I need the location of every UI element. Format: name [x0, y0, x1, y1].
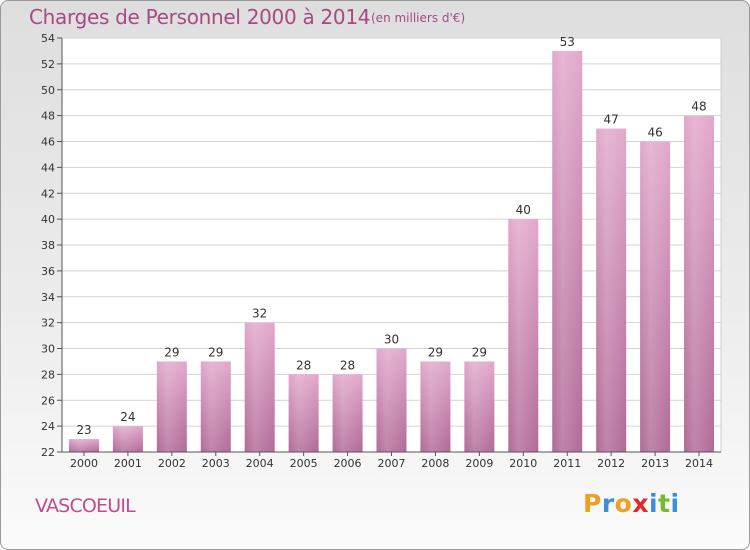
y-tick-label: 46 [41, 136, 55, 149]
x-tick-label: 2002 [158, 457, 186, 470]
y-tick-label: 48 [41, 110, 55, 123]
bar-group [640, 141, 671, 452]
y-tick-label: 36 [41, 265, 55, 278]
bar-group [244, 322, 275, 452]
axes: 22 24 26 28 30 32 34 36 38 40 42 44 46 48 50 52 54 2000 20… [41, 32, 721, 470]
bar-highlight [464, 361, 495, 452]
bar-highlight [244, 322, 275, 452]
data-label: 29 [208, 345, 223, 359]
bar-highlight [376, 348, 407, 452]
y-tick-label: 44 [41, 161, 55, 174]
y-tick-label: 34 [41, 291, 55, 304]
bar-highlight [596, 128, 627, 452]
data-label: 30 [384, 333, 399, 347]
brand-letter: r [601, 489, 615, 518]
data-label: 29 [428, 345, 443, 359]
x-tick-label: 2010 [509, 457, 537, 470]
data-label: 48 [691, 100, 706, 114]
x-tick-label: 2004 [246, 457, 274, 470]
bar-highlight [288, 374, 319, 452]
bar-highlight [508, 219, 539, 452]
y-tick-label: 32 [41, 317, 55, 330]
data-label: 32 [252, 307, 267, 321]
proxiti-logo: Proxiti [583, 489, 680, 518]
data-label: 47 [604, 113, 619, 127]
y-tick-label: 40 [41, 213, 55, 226]
bar-group [464, 361, 495, 452]
commune-name: VASCOEUIL [35, 495, 136, 517]
bar-group [288, 374, 319, 452]
x-tick-label: 2012 [597, 457, 625, 470]
chart-subtitle: (en milliers d'€) [371, 11, 466, 25]
x-tick-label: 2005 [290, 457, 318, 470]
y-tick-label: 52 [41, 58, 55, 71]
brand-letter: t [658, 489, 671, 518]
y-tick-label: 26 [41, 394, 55, 407]
y-tick-label: 38 [41, 239, 55, 252]
bar-highlight [420, 361, 451, 452]
brand-letter: i [649, 489, 659, 518]
bar-group [684, 115, 715, 452]
bar-group [332, 374, 363, 452]
data-label: 46 [647, 126, 662, 140]
y-tick-label: 24 [41, 420, 55, 433]
chart-title: Charges de Personnel 2000 à 2014 [29, 5, 371, 29]
data-label: 29 [164, 345, 179, 359]
bar-highlight [684, 115, 715, 452]
x-tick-label: 2014 [685, 457, 713, 470]
y-tick-label: 28 [41, 368, 55, 381]
y-tick-label: 42 [41, 187, 55, 200]
bar-group [68, 439, 99, 452]
x-tick-label: 2007 [378, 457, 406, 470]
bar-highlight [332, 374, 363, 452]
data-label: 28 [340, 358, 355, 372]
brand-letter: P [583, 489, 602, 518]
x-tick-label: 2000 [70, 457, 98, 470]
bar-group [200, 361, 231, 452]
brand-letter: x [632, 489, 649, 518]
data-label: 23 [76, 423, 91, 437]
brand-letter: o [614, 489, 633, 518]
bar-group [420, 361, 451, 452]
bar-group [156, 361, 187, 452]
bar-highlight [112, 426, 143, 452]
data-label: 24 [120, 410, 135, 424]
y-tick-label: 30 [41, 343, 55, 356]
x-tick-label: 2006 [334, 457, 362, 470]
x-tick-label: 2011 [553, 457, 581, 470]
data-label: 28 [296, 358, 311, 372]
x-tick-label: 2001 [114, 457, 142, 470]
brand-letter: i [670, 489, 680, 518]
y-tick-label: 50 [41, 84, 55, 97]
x-tick-label: 2009 [465, 457, 493, 470]
x-tick-label: 2008 [421, 457, 449, 470]
bar-group [596, 128, 627, 452]
data-label: 29 [472, 345, 487, 359]
bar-highlight [68, 439, 99, 452]
bar-highlight [552, 50, 583, 452]
bar-group [508, 219, 539, 452]
data-label: 53 [560, 35, 575, 49]
bar-highlight [156, 361, 187, 452]
data-label: 40 [516, 203, 531, 217]
bar-group [376, 348, 407, 452]
y-tick-label: 54 [41, 32, 55, 45]
y-tick-label: 22 [41, 446, 55, 459]
x-tick-label: 2013 [641, 457, 669, 470]
bar-group [552, 50, 583, 452]
bars: 23 24 29 29 32 28 28 30 29 29 40 53 47 46 48 [68, 35, 715, 452]
bar-highlight [640, 141, 671, 452]
bar-highlight [200, 361, 231, 452]
x-tick-label: 2003 [202, 457, 230, 470]
bar-group [112, 426, 143, 452]
